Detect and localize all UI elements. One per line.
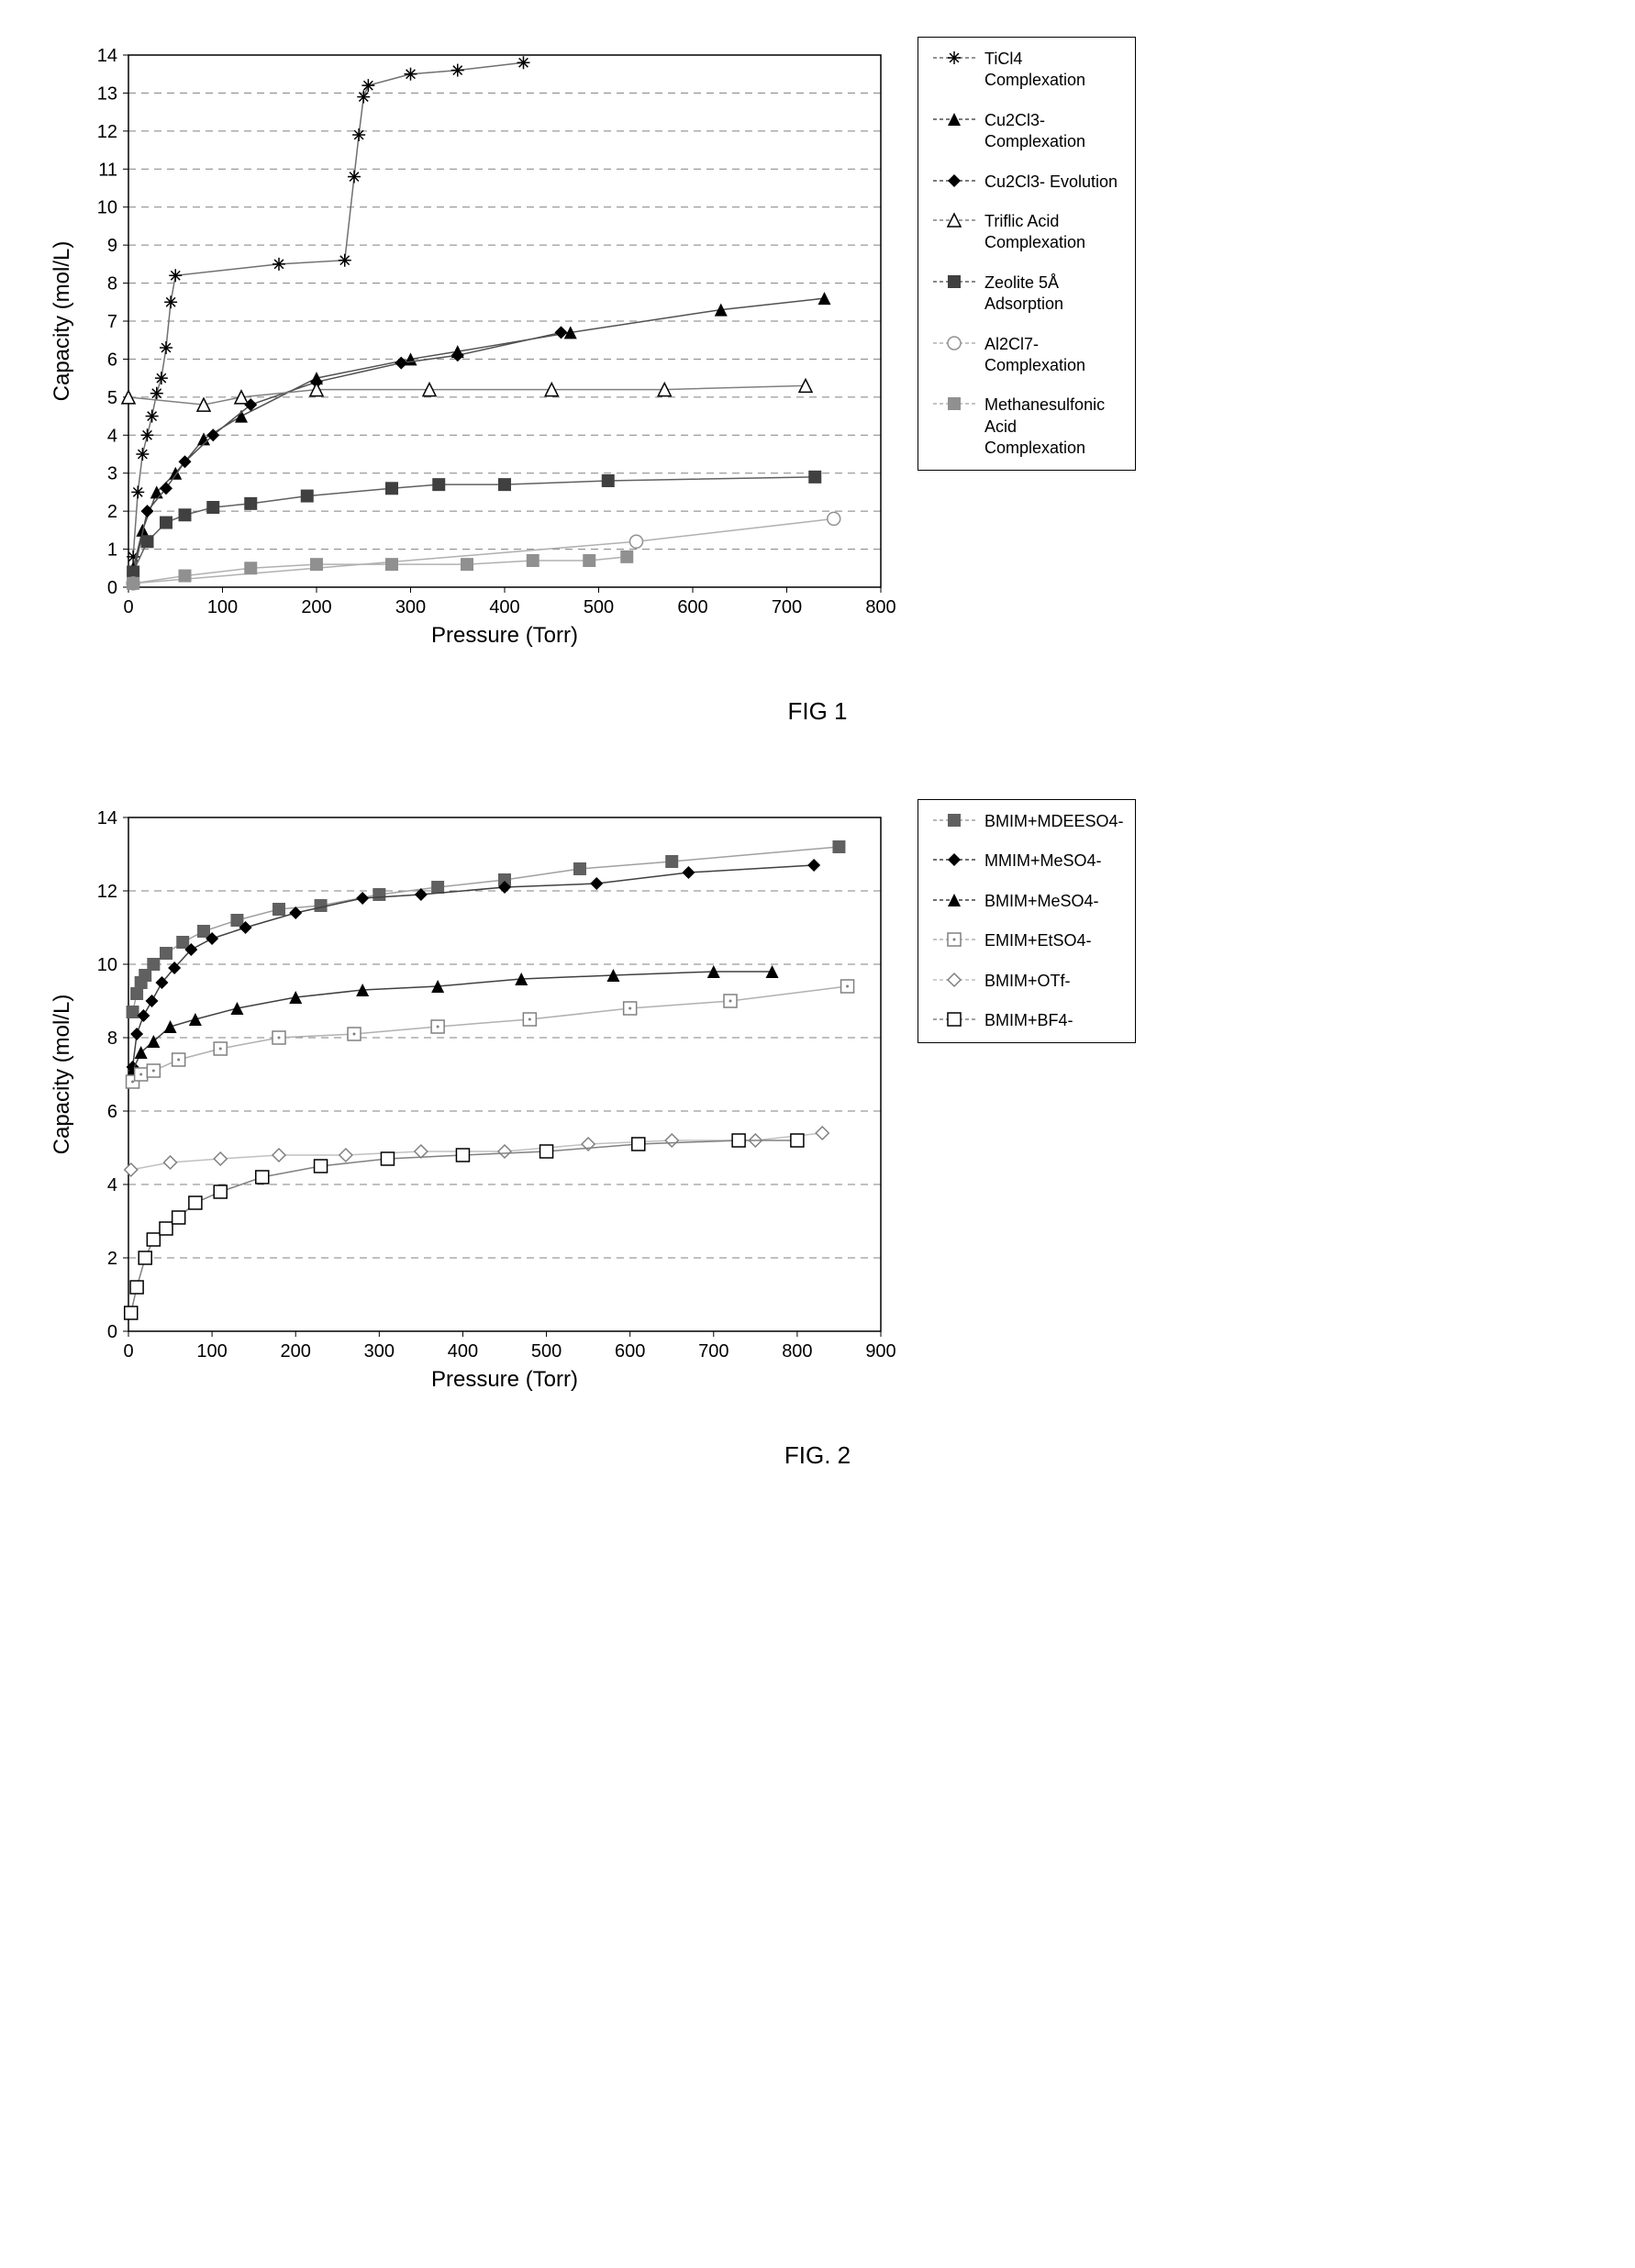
svg-text:1: 1 [107, 540, 117, 561]
fig1-chart: 0100200300400500600700800012345678910111… [37, 37, 899, 651]
svg-text:12: 12 [97, 882, 117, 902]
svg-text:6: 6 [107, 1102, 117, 1122]
svg-text:11: 11 [98, 160, 117, 180]
legend-marker-icon [931, 49, 977, 67]
legend-marker-icon [931, 395, 977, 413]
legend-item: Triflic Acid Complexation [931, 211, 1122, 254]
svg-text:400: 400 [489, 597, 519, 617]
legend-marker-icon [931, 850, 977, 869]
svg-text:10: 10 [97, 198, 117, 218]
fig2-chart: 0 100 200 300 400 500 600 700 800 900 0 2 4 6 8 10 12 14 P… [37, 799, 899, 1395]
legend-item: BMIM+MDEESO4- [931, 811, 1122, 832]
svg-text:3: 3 [107, 464, 117, 484]
svg-text:900: 900 [865, 1341, 895, 1362]
legend-item: Cu2Cl3- Complexation [931, 110, 1122, 153]
svg-text:800: 800 [865, 597, 895, 617]
legend-label: MMIM+MeSO4- [984, 850, 1102, 872]
legend-marker-icon [931, 971, 977, 989]
svg-text:600: 600 [677, 597, 707, 617]
legend-item: MMIM+MeSO4- [931, 850, 1122, 872]
svg-text:500: 500 [531, 1341, 562, 1362]
svg-text:2: 2 [107, 1249, 117, 1269]
legend-label: TiCl4 Complexation [984, 49, 1122, 92]
svg-text:700: 700 [698, 1341, 729, 1362]
svg-text:700: 700 [772, 597, 802, 617]
legend-label: Al2Cl7- Complexation [984, 334, 1122, 377]
svg-text:7: 7 [107, 312, 117, 332]
legend-label: BMIM+MDEESO4- [984, 811, 1122, 832]
figure-2: 0 100 200 300 400 500 600 700 800 900 0 2 4 6 8 10 12 14 P… [37, 799, 1598, 1470]
fig1-chart-row: 0100200300400500600700800012345678910111… [37, 37, 1598, 651]
svg-text:Capacity (mol/L): Capacity (mol/L) [50, 995, 74, 1155]
svg-text:14: 14 [97, 46, 117, 66]
fig2-chart-wrapper: 0 100 200 300 400 500 600 700 800 900 0 2 4 6 8 10 12 14 P… [37, 799, 899, 1395]
fig1-caption: FIG 1 [37, 697, 1598, 726]
legend-label: Cu2Cl3- Evolution [984, 172, 1118, 193]
legend-label: Cu2Cl3- Complexation [984, 110, 1122, 153]
legend-marker-icon [931, 272, 977, 291]
fig2-legend: BMIM+MDEESO4- MMIM+MeSO4- BMIM+MeSO4- EMIM+… [918, 799, 1136, 1043]
legend-item: BMIM+OTf- [931, 971, 1122, 992]
legend-item: Zeolite 5Å Adsorption [931, 272, 1122, 316]
svg-text:6: 6 [107, 350, 117, 370]
svg-text:14: 14 [97, 808, 117, 828]
svg-text:Capacity (mol/L): Capacity (mol/L) [50, 241, 74, 402]
legend-label: BMIM+MeSO4- [984, 891, 1099, 912]
legend-marker-icon [931, 930, 977, 949]
legend-marker-icon [931, 172, 977, 190]
svg-text:0: 0 [123, 1341, 133, 1362]
svg-text:500: 500 [584, 597, 614, 617]
svg-text:12: 12 [97, 122, 117, 142]
svg-text:2: 2 [107, 502, 117, 522]
legend-item: Methanesulfonic Acid Complexation [931, 395, 1122, 459]
legend-item: TiCl4 Complexation [931, 49, 1122, 92]
fig1-chart-wrapper: 0100200300400500600700800012345678910111… [37, 37, 899, 651]
svg-text:9: 9 [107, 236, 117, 256]
svg-text:100: 100 [196, 1341, 227, 1362]
legend-marker-icon [931, 891, 977, 909]
svg-text:Pressure (Torr): Pressure (Torr) [431, 1367, 578, 1392]
svg-text:800: 800 [782, 1341, 812, 1362]
svg-text:300: 300 [395, 597, 426, 617]
legend-label: BMIM+OTf- [984, 971, 1071, 992]
legend-label: BMIM+BF4- [984, 1010, 1073, 1031]
svg-text:Pressure (Torr): Pressure (Torr) [431, 623, 578, 648]
svg-text:8: 8 [107, 274, 117, 295]
svg-text:10: 10 [97, 955, 117, 975]
figure-1: 0100200300400500600700800012345678910111… [37, 37, 1598, 726]
legend-marker-icon [931, 334, 977, 352]
legend-label: EMIM+EtSO4- [984, 930, 1092, 951]
legend-item: Cu2Cl3- Evolution [931, 172, 1122, 193]
svg-text:300: 300 [364, 1341, 395, 1362]
legend-label: Zeolite 5Å Adsorption [984, 272, 1122, 316]
legend-item: Al2Cl7- Complexation [931, 334, 1122, 377]
svg-text:100: 100 [207, 597, 238, 617]
svg-text:4: 4 [107, 426, 117, 446]
legend-marker-icon [931, 1010, 977, 1028]
fig2-chart-row: 0 100 200 300 400 500 600 700 800 900 0 2 4 6 8 10 12 14 P… [37, 799, 1598, 1395]
svg-text:8: 8 [107, 1028, 117, 1049]
svg-text:400: 400 [448, 1341, 478, 1362]
svg-text:200: 200 [301, 597, 331, 617]
svg-text:200: 200 [281, 1341, 311, 1362]
legend-item: BMIM+MeSO4- [931, 891, 1122, 912]
svg-text:5: 5 [107, 388, 117, 408]
svg-text:600: 600 [615, 1341, 645, 1362]
svg-text:13: 13 [97, 83, 117, 104]
svg-text:0: 0 [107, 578, 117, 598]
fig2-caption: FIG. 2 [37, 1441, 1598, 1470]
legend-item: EMIM+EtSO4- [931, 930, 1122, 951]
svg-text:0: 0 [123, 597, 133, 617]
legend-marker-icon [931, 110, 977, 128]
legend-marker-icon [931, 811, 977, 829]
legend-label: Triflic Acid Complexation [984, 211, 1122, 254]
svg-text:0: 0 [107, 1322, 117, 1342]
fig1-legend: TiCl4 Complexation Cu2Cl3- Complexation Cu… [918, 37, 1136, 471]
legend-item: BMIM+BF4- [931, 1010, 1122, 1031]
legend-label: Methanesulfonic Acid Complexation [984, 395, 1122, 459]
legend-marker-icon [931, 211, 977, 229]
svg-text:4: 4 [107, 1175, 117, 1195]
